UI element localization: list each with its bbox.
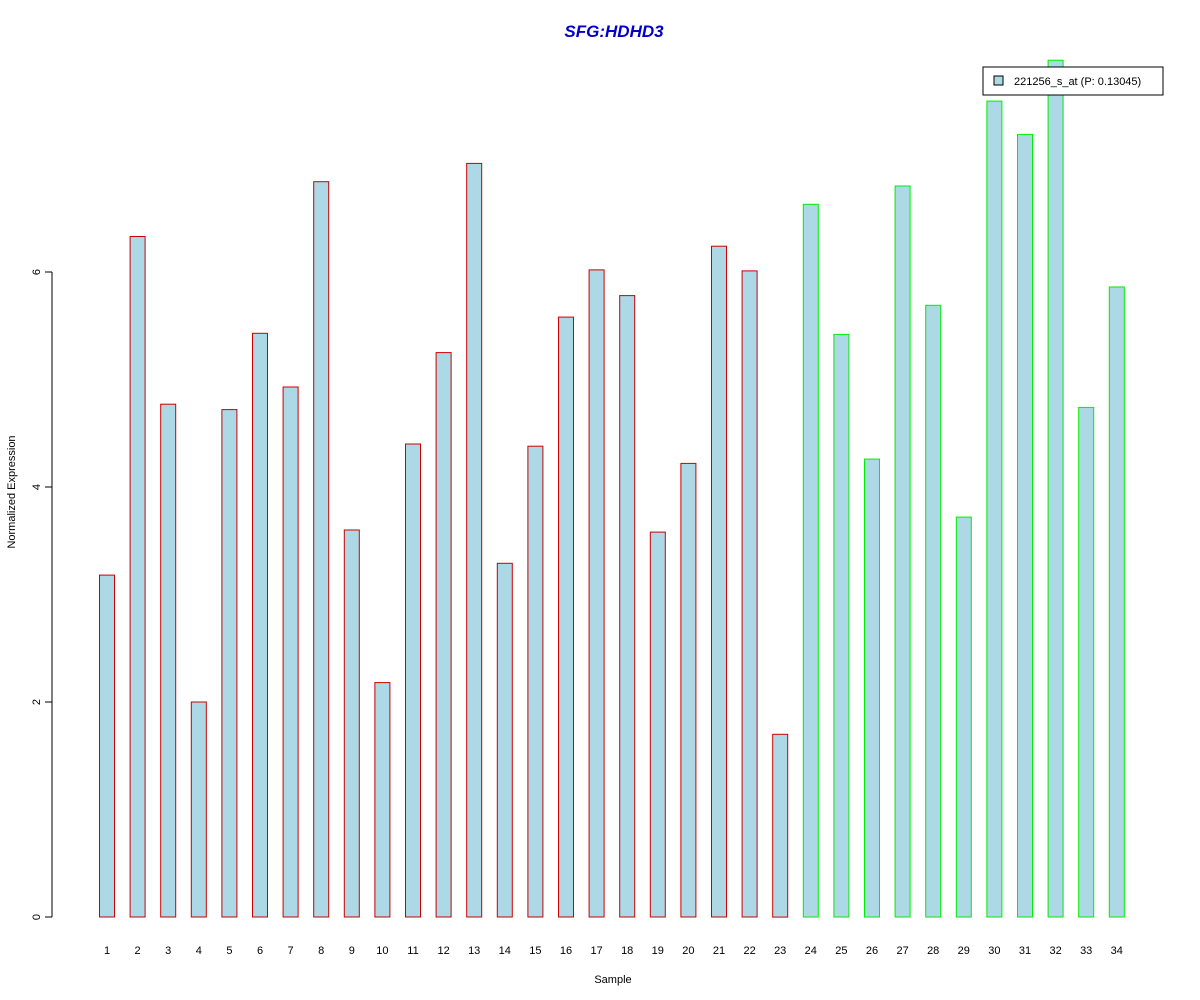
x-tick-label-24: 24	[805, 945, 817, 957]
x-tick-label-23: 23	[774, 945, 786, 957]
bar-sample-32	[1047, 59, 1064, 918]
bar-sample-4	[190, 701, 207, 918]
legend: 221256_s_at (P: 0.13045)	[982, 66, 1164, 96]
y-tick-label: 6	[31, 269, 43, 275]
bar-sample-24	[802, 203, 819, 918]
x-tick-label-27: 27	[896, 945, 908, 957]
bar-sample-34	[1108, 286, 1125, 918]
x-tick-label-4: 4	[196, 945, 202, 957]
legend-swatch	[993, 75, 1004, 86]
x-tick-label-7: 7	[288, 945, 294, 957]
bar-sample-2	[129, 236, 146, 918]
bar-sample-26	[864, 458, 880, 918]
x-tick-label-5: 5	[226, 945, 232, 957]
bar-sample-7	[282, 386, 299, 918]
x-tick-label-21: 21	[713, 945, 725, 957]
bar-sample-11	[405, 443, 421, 918]
bar-sample-1	[99, 574, 115, 918]
x-tick-label-31: 31	[1019, 945, 1031, 957]
x-tick-label-29: 29	[958, 945, 970, 957]
x-tick-label-9: 9	[349, 945, 355, 957]
bar-sample-15	[527, 445, 544, 918]
bar-sample-30	[986, 100, 1003, 918]
x-tick-label-16: 16	[560, 945, 572, 957]
bar-sample-23	[772, 733, 789, 918]
y-tick-label: 2	[31, 699, 43, 705]
x-tick-label-32: 32	[1049, 945, 1061, 957]
bar-sample-17	[588, 269, 605, 918]
bar-sample-25	[833, 333, 850, 918]
x-tick-label-33: 33	[1080, 945, 1092, 957]
bar-sample-12	[435, 352, 452, 918]
x-axis-label: Sample	[594, 974, 631, 986]
legend-box	[982, 66, 1164, 96]
bar-sample-28	[925, 304, 942, 918]
bar-sample-3	[160, 403, 177, 918]
bar-sample-29	[955, 516, 972, 918]
bar-sample-27	[894, 185, 911, 918]
x-tick-label-12: 12	[437, 945, 449, 957]
x-tick-label-10: 10	[376, 945, 388, 957]
bar-sample-21	[711, 245, 727, 918]
legend-label: 221256_s_at (P: 0.13045)	[1014, 76, 1141, 88]
bar-sample-5	[221, 409, 238, 918]
bar-sample-8	[313, 181, 330, 918]
x-tick-label-3: 3	[165, 945, 171, 957]
chart-title: SFG:HDHD3	[564, 22, 664, 41]
x-tick-label-8: 8	[318, 945, 324, 957]
bar-sample-20	[680, 462, 697, 918]
bar-sample-22	[741, 270, 758, 918]
x-tick-label-1: 1	[104, 945, 110, 957]
x-tick-label-26: 26	[866, 945, 878, 957]
x-tick-label-28: 28	[927, 945, 939, 957]
bar-sample-18	[619, 295, 636, 918]
x-tick-label-25: 25	[835, 945, 847, 957]
y-tick-label: 0	[31, 914, 43, 920]
bar-sample-6	[252, 332, 268, 918]
x-tick-label-34: 34	[1111, 945, 1123, 957]
y-tick-label: 4	[31, 484, 43, 490]
bar-sample-9	[343, 529, 360, 918]
bars-group	[99, 59, 1125, 918]
bar-sample-31	[1017, 133, 1033, 918]
bar-sample-33	[1078, 406, 1095, 918]
x-tick-label-19: 19	[652, 945, 664, 957]
bar-sample-13	[466, 162, 483, 918]
x-tick-labels: 1 2 3 4 5 6 7 8 9 10 11 12 13 14 15 16 17 18 19 20 21 22 23 24 2…	[104, 945, 1123, 957]
x-tick-label-11: 11	[407, 945, 418, 957]
bar-sample-10	[374, 682, 391, 918]
x-tick-label-30: 30	[988, 945, 1000, 957]
x-tick-label-17: 17	[590, 945, 602, 957]
y-axis-label: Normalized Expression	[6, 435, 18, 548]
y-axis: 0 2 4 6	[31, 269, 53, 920]
x-tick-label-20: 20	[682, 945, 694, 957]
x-tick-label-6: 6	[257, 945, 263, 957]
bar-sample-16	[558, 316, 574, 918]
x-tick-label-18: 18	[621, 945, 633, 957]
bar-sample-14	[496, 562, 513, 918]
x-tick-label-22: 22	[743, 945, 755, 957]
bar-sample-19	[649, 531, 666, 918]
x-tick-label-2: 2	[135, 945, 141, 957]
x-tick-label-14: 14	[499, 945, 511, 957]
x-tick-label-13: 13	[468, 945, 480, 957]
x-tick-label-15: 15	[529, 945, 541, 957]
